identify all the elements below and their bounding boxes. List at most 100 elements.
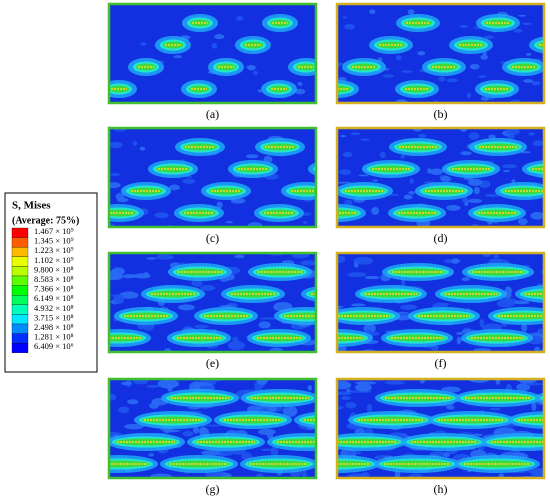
panel-label: (d) <box>434 231 448 245</box>
speck <box>191 279 203 287</box>
speck <box>347 272 367 278</box>
speck <box>441 303 450 306</box>
speck <box>297 81 303 86</box>
speck <box>258 428 276 436</box>
core <box>530 165 544 173</box>
speck <box>346 451 362 455</box>
contour-panel <box>335 251 546 354</box>
contour-panel <box>335 377 546 480</box>
speck <box>143 272 150 278</box>
legend-swatch <box>11 343 29 353</box>
panel-border <box>335 126 546 229</box>
speck <box>456 331 464 335</box>
panel-content <box>337 128 544 227</box>
legend-swatch <box>11 266 29 277</box>
speck <box>371 206 380 215</box>
speck <box>467 178 483 186</box>
speck <box>194 324 209 329</box>
speck <box>396 55 402 61</box>
speck <box>230 198 246 204</box>
core <box>337 312 392 320</box>
speck <box>173 55 183 59</box>
speck <box>303 221 308 224</box>
speck <box>530 211 544 220</box>
speck <box>192 426 200 434</box>
speck <box>451 258 460 264</box>
legend-swatch <box>11 323 29 334</box>
legend-swatch <box>11 237 29 248</box>
panel-label: (g) <box>206 482 220 496</box>
speck <box>307 384 313 391</box>
legend-title: S, Mises <box>12 200 51 212</box>
speck <box>495 379 501 385</box>
speck <box>531 469 544 478</box>
speck <box>469 63 480 70</box>
speck <box>270 445 279 458</box>
speck <box>372 179 378 182</box>
speck <box>266 433 274 439</box>
speck <box>485 193 500 197</box>
speck <box>132 140 138 146</box>
legend-swatch <box>11 285 29 296</box>
speck <box>157 379 180 389</box>
panel-label: (a) <box>206 107 219 121</box>
speck <box>482 52 487 55</box>
panel-border <box>107 377 318 480</box>
speck <box>353 256 374 265</box>
speck <box>182 178 196 184</box>
speck <box>337 181 352 184</box>
speck <box>109 431 122 437</box>
speck <box>502 164 518 169</box>
speck <box>417 51 426 56</box>
speck <box>245 154 259 159</box>
speck <box>339 169 352 175</box>
speck <box>200 284 216 291</box>
speck <box>418 133 427 138</box>
core <box>289 187 316 195</box>
speck <box>117 406 130 414</box>
legend-label: 1.102 × 10⁹ <box>34 255 74 265</box>
speck <box>484 35 495 40</box>
legend-label: 1.223 × 10⁹ <box>34 245 74 255</box>
speck <box>119 291 139 299</box>
speck <box>518 218 528 226</box>
speck <box>366 403 373 414</box>
halo <box>308 162 316 176</box>
speck <box>480 54 489 60</box>
panel-content <box>337 4 544 103</box>
speck <box>516 383 531 392</box>
speck <box>467 198 482 204</box>
speck <box>521 322 528 333</box>
speck <box>253 70 258 76</box>
speck <box>109 182 121 189</box>
speck <box>199 385 216 390</box>
speck <box>459 24 469 28</box>
legend-swatch <box>11 304 29 315</box>
speck <box>241 452 253 460</box>
contour-panel <box>107 126 318 229</box>
contour-panel <box>335 2 546 105</box>
panel-content <box>337 379 544 478</box>
legend-swatch <box>11 227 29 238</box>
speck <box>109 393 117 401</box>
contour-panel <box>335 126 546 229</box>
speck <box>446 204 461 211</box>
panel-border <box>107 126 318 229</box>
legend-label: 1.467 × 10⁹ <box>34 226 74 236</box>
speck <box>300 260 316 266</box>
speck <box>526 52 532 56</box>
speck <box>461 277 470 282</box>
panel-border <box>335 377 546 480</box>
speck <box>473 348 491 352</box>
speck <box>382 74 394 78</box>
speck <box>294 88 306 95</box>
legend-swatch <box>11 333 29 344</box>
speck <box>456 336 462 345</box>
speck <box>364 275 380 280</box>
speck <box>522 22 532 26</box>
speck <box>146 257 157 260</box>
legend-label: 9.800 × 10⁸ <box>34 264 74 274</box>
speck <box>227 340 246 350</box>
speck <box>460 151 472 156</box>
speck <box>258 321 271 329</box>
